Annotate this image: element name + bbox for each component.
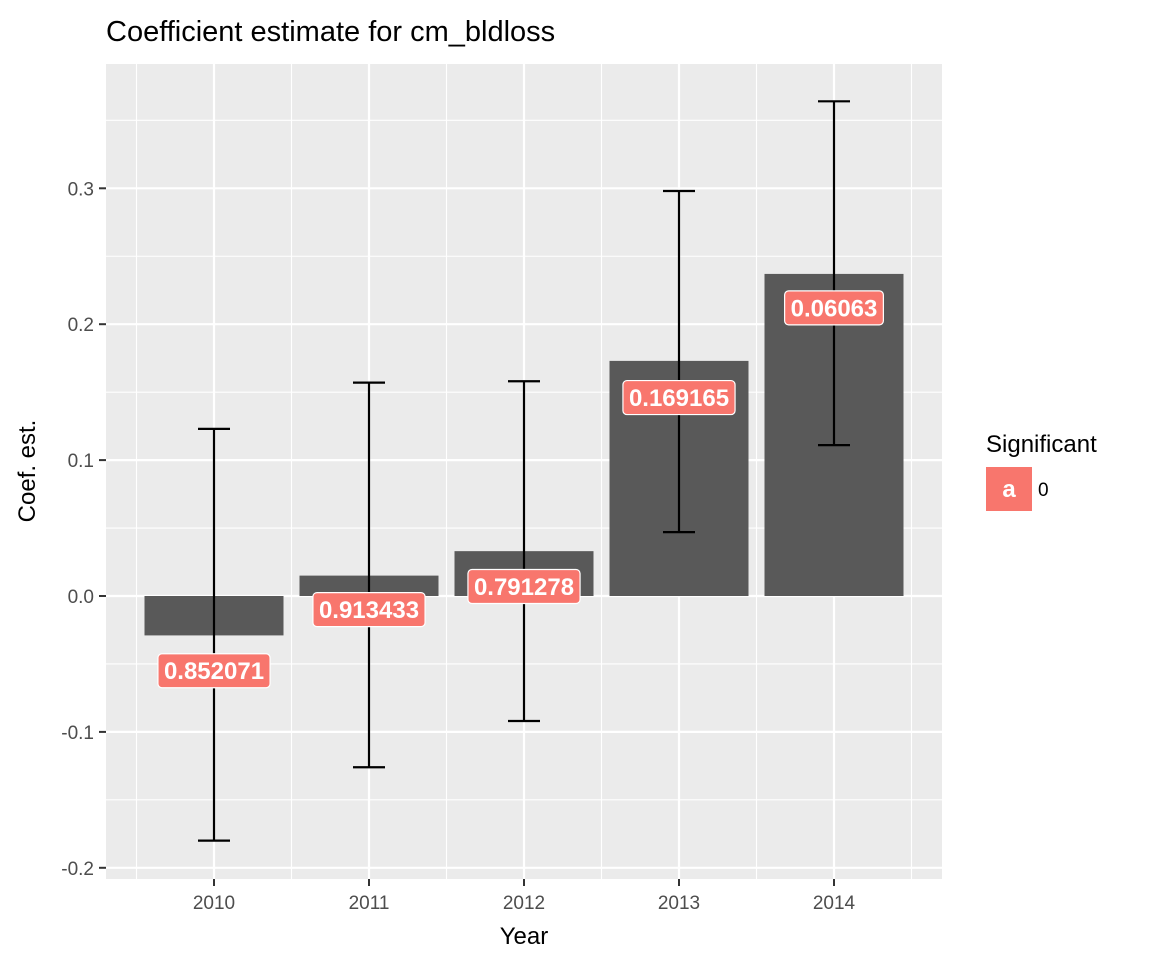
y-tick-label: -0.2 xyxy=(61,859,94,880)
error-bar-2013 xyxy=(663,189,695,534)
data-label-text: 0.06063 xyxy=(791,295,878,322)
y-tick-label: 0.3 xyxy=(68,179,94,200)
x-axis-ticks: 2010 2011 2012 2013 2014 xyxy=(193,879,856,914)
error-bar-2012 xyxy=(508,380,540,723)
legend-title: Significant xyxy=(986,431,1097,458)
error-bar-2014 xyxy=(818,100,850,447)
data-label-box xyxy=(467,568,581,605)
data-label-2012: 0.791278 xyxy=(467,568,581,605)
x-tick-label: 2014 xyxy=(813,893,856,914)
data-label-2011: 0.913433 xyxy=(312,591,426,628)
data-label-box xyxy=(622,379,736,416)
y-tick-label: 0.2 xyxy=(68,315,94,336)
error-bar-2010 xyxy=(198,427,230,842)
x-tick-label: 2010 xyxy=(193,893,235,914)
data-label-2013: 0.169165 xyxy=(622,379,736,416)
y-axis-ticks: -0.2 -0.1 0.0 0.1 0.2 0.3 xyxy=(61,179,106,880)
data-label-2010: 0.852071 xyxy=(157,653,271,689)
data-label-box xyxy=(784,290,884,326)
data-label-text: 0.169165 xyxy=(629,385,729,412)
y-tick-label: 0.0 xyxy=(68,587,94,608)
y-tick-label: -0.1 xyxy=(61,723,94,744)
data-label-text: 0.852071 xyxy=(164,658,264,685)
legend-key-letter: a xyxy=(1002,476,1016,503)
x-tick-label: 2013 xyxy=(658,893,700,914)
data-label-box xyxy=(312,591,426,628)
chart-title: Coefficient estimate for cm_bldloss xyxy=(106,16,555,48)
legend-key xyxy=(986,467,1032,511)
x-tick-label: 2011 xyxy=(349,893,390,914)
y-tick-label: 0.1 xyxy=(68,451,94,472)
legend-label: 0 xyxy=(1038,480,1049,501)
y-axis-title: Coef. est. xyxy=(14,420,41,523)
data-label-text: 0.913433 xyxy=(319,597,419,624)
error-bar-2011 xyxy=(353,381,385,769)
data-labels: 0.852071 0.913433 0.791278 0.169165 0.06063 xyxy=(157,290,884,689)
error-bars xyxy=(198,100,850,842)
data-label-box xyxy=(157,653,271,689)
data-label-2014: 0.06063 xyxy=(784,290,884,326)
x-tick-label: 2012 xyxy=(503,893,545,914)
legend: Significant a 0 xyxy=(986,431,1097,511)
data-label-text: 0.791278 xyxy=(474,574,574,601)
x-axis-title: Year xyxy=(500,923,549,950)
